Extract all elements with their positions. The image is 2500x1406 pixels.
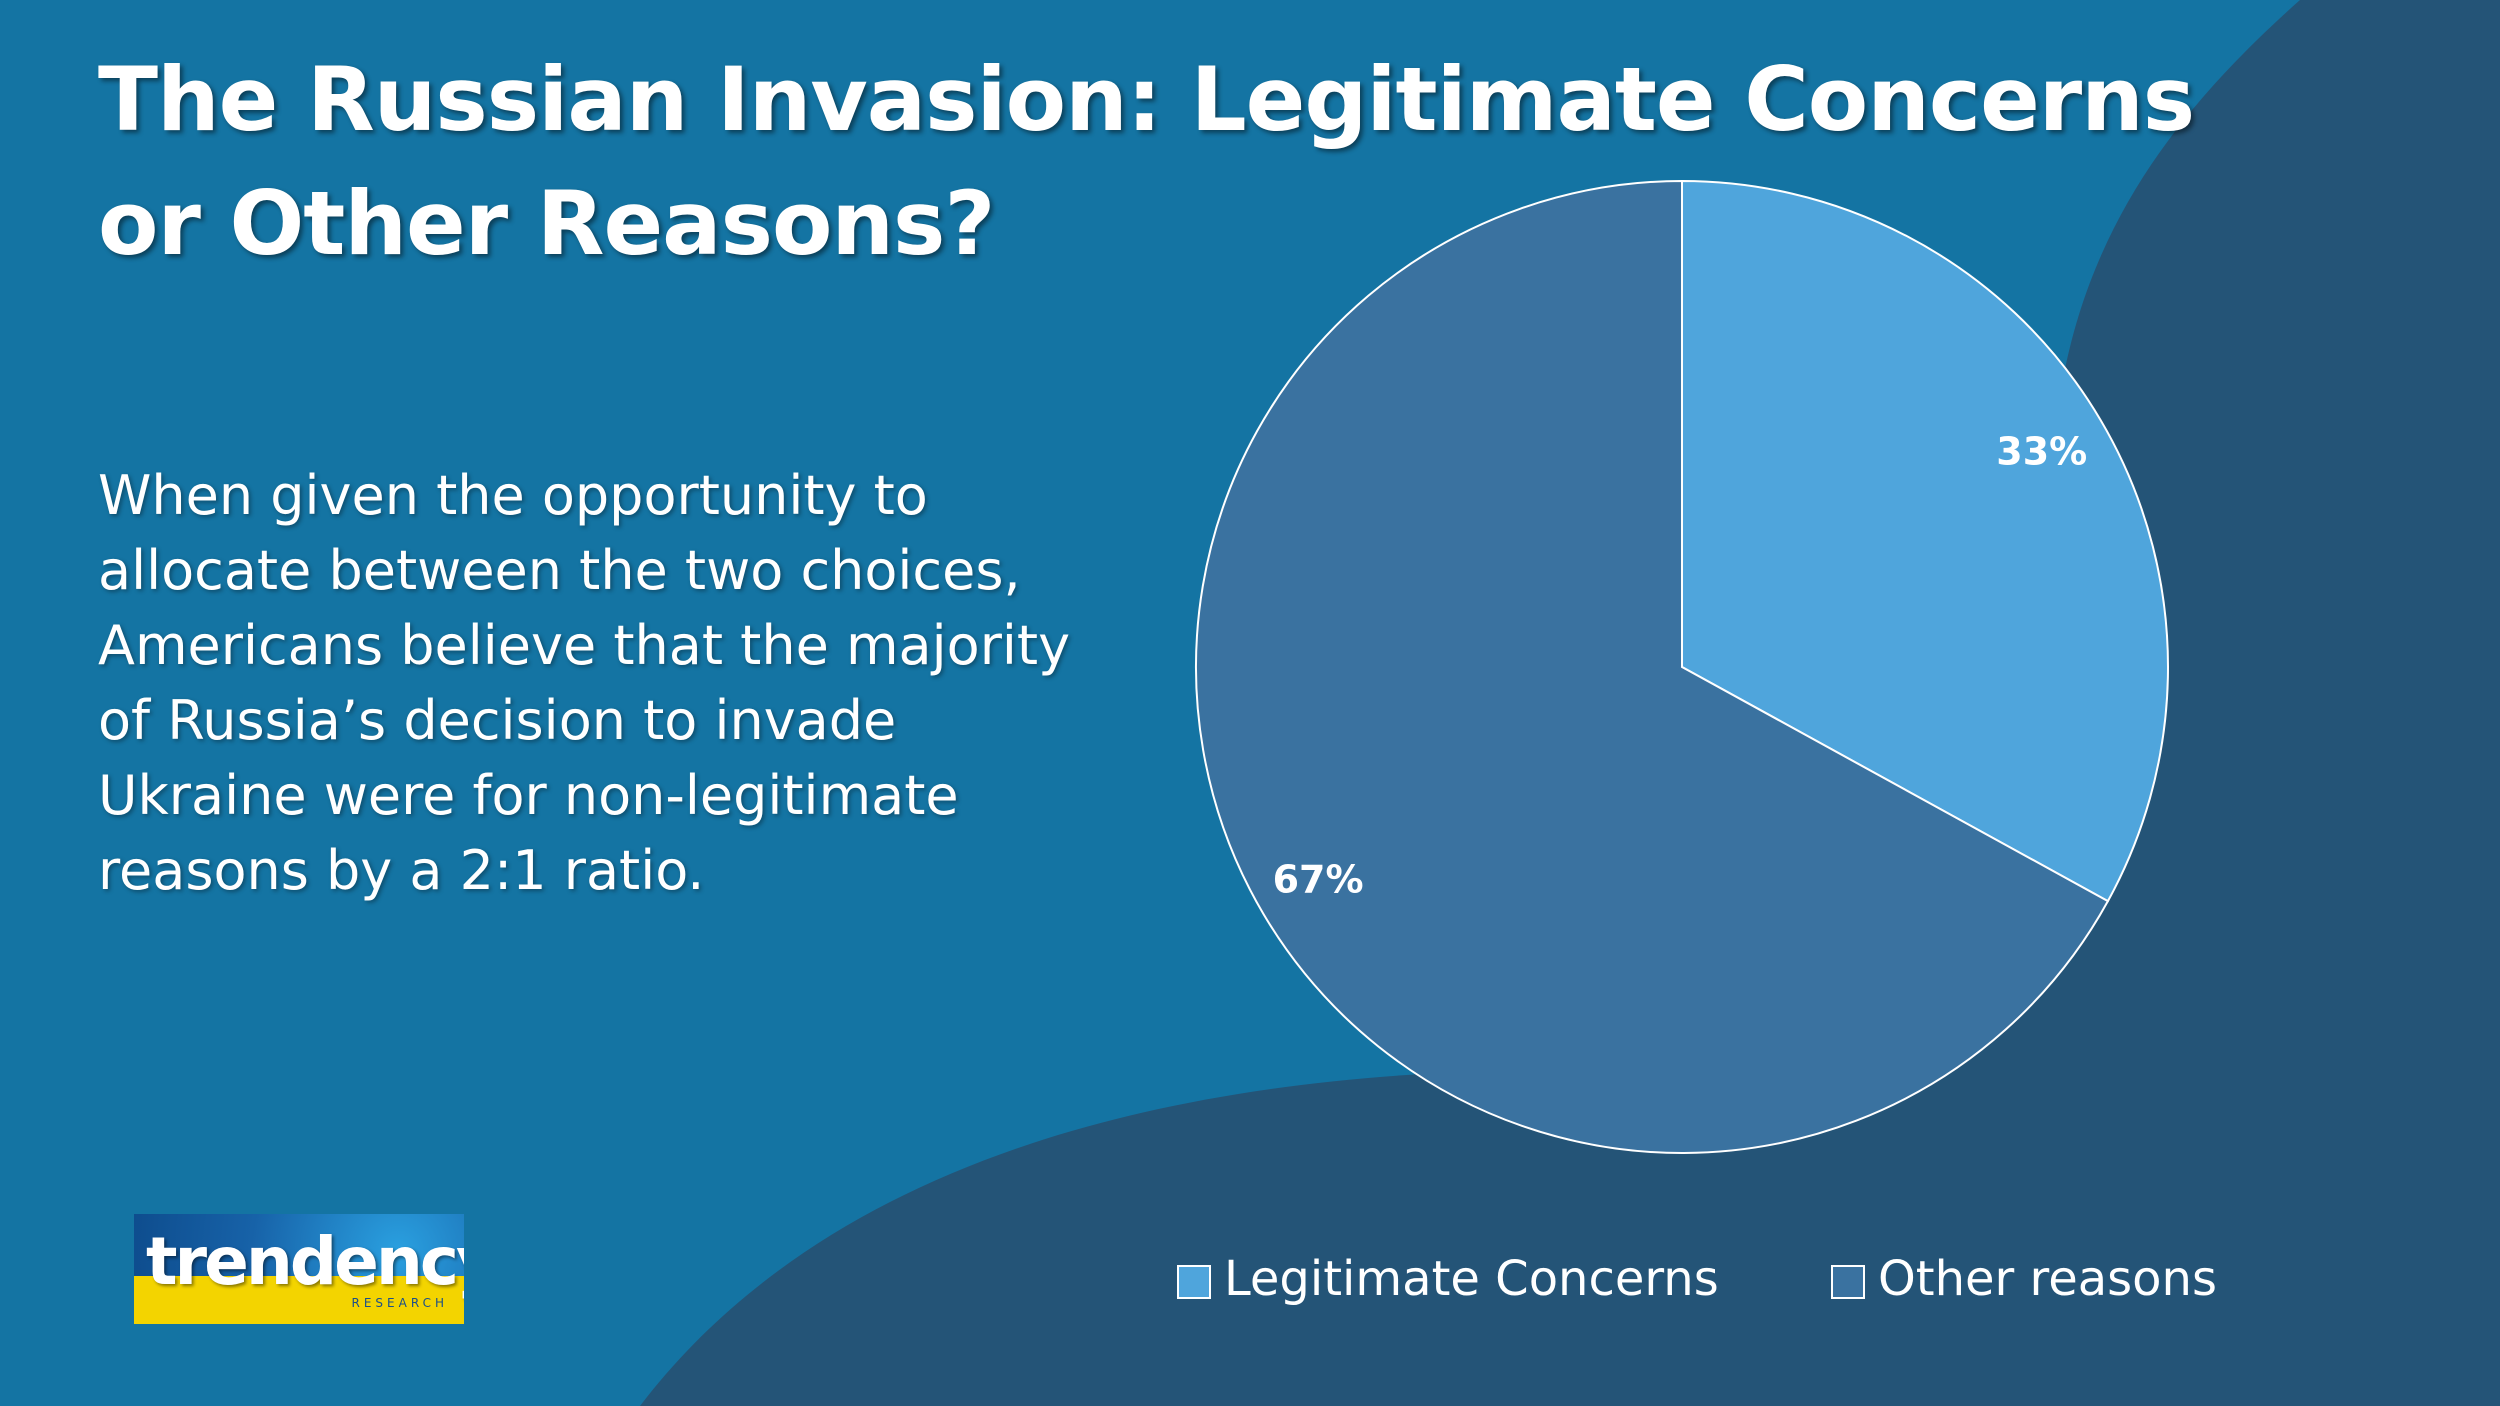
- trendency-logo: trendency RESEARCH: [134, 1214, 464, 1324]
- slide-body-text: When given the opportunity to allocate b…: [98, 464, 1071, 902]
- logo-top-band: [134, 1214, 464, 1276]
- logo-bottom-band: [134, 1276, 464, 1324]
- slide-title: The Russian Invasion: Legitimate Concern…: [98, 48, 2195, 275]
- logo-wordmark: trendency: [146, 1223, 464, 1300]
- logo-subtitle: RESEARCH: [351, 1296, 448, 1310]
